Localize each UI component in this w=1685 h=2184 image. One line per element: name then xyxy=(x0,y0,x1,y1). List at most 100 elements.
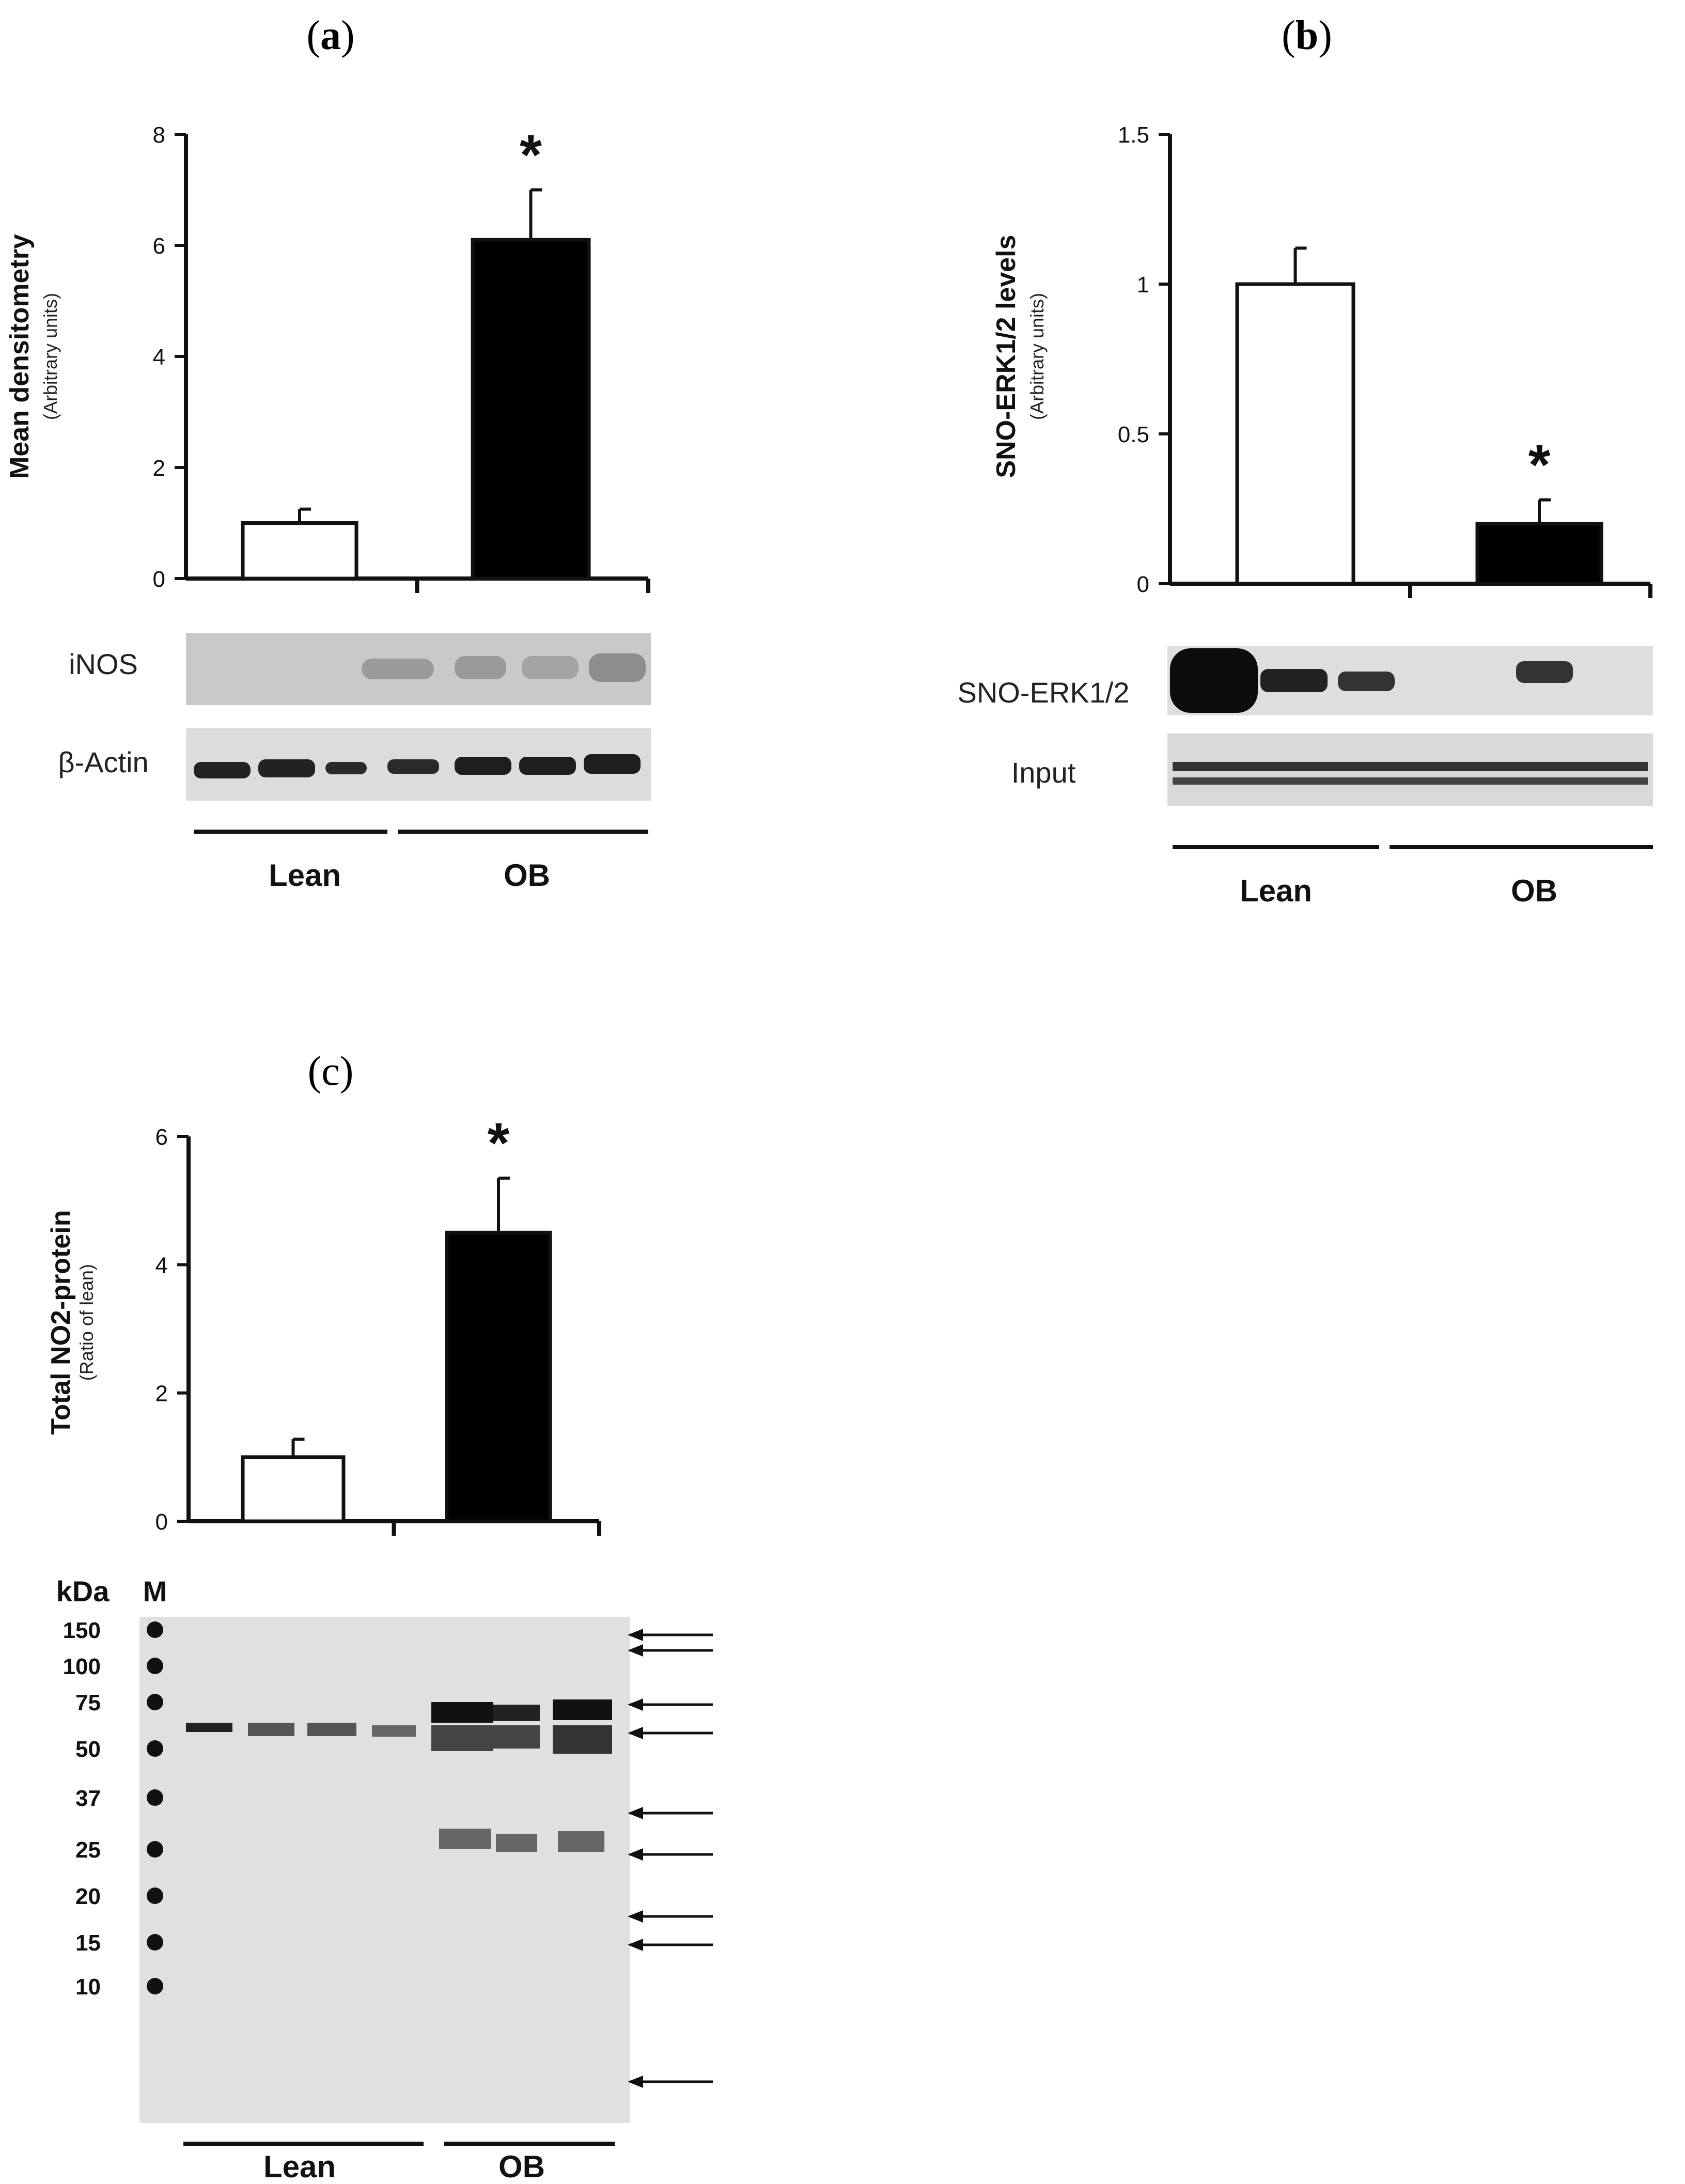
blot-band xyxy=(431,1702,493,1723)
bar-lean xyxy=(241,521,358,581)
y-tick-label: 6 xyxy=(155,1125,168,1150)
blots-b: SNO-ERK1/2 Input Lean OB xyxy=(958,646,1653,908)
blot-band xyxy=(439,1829,491,1849)
y-tick-label: 2 xyxy=(155,1381,168,1407)
blots-a: iNOS β-Actin Lean OB xyxy=(58,633,651,893)
y-tick-label: 0 xyxy=(153,567,165,592)
blot-band xyxy=(553,1725,612,1754)
y-tick-label: 0.5 xyxy=(1118,422,1149,447)
group-label-ob: OB xyxy=(504,858,550,893)
mw-label: 20 xyxy=(75,1884,101,1909)
blot-band xyxy=(589,653,646,682)
blot-band xyxy=(496,1834,537,1852)
y-tick-label: 0 xyxy=(1137,572,1149,597)
mw-label: 15 xyxy=(75,1930,101,1956)
y-tick-label: 6 xyxy=(153,233,165,259)
bar-lean xyxy=(1235,282,1355,586)
significance-star: * xyxy=(1528,433,1551,497)
significance-star: * xyxy=(488,1112,510,1175)
ladder-band xyxy=(147,1789,163,1806)
chart-a: 0 2 4 6 8 Mean densitometry (Arbitrary units) * xyxy=(5,122,650,593)
y-tick-label: 4 xyxy=(153,345,165,370)
ladder-band xyxy=(147,1621,163,1638)
blot-band xyxy=(387,759,439,774)
mw-label: 100 xyxy=(63,1654,101,1679)
marker-header: M xyxy=(143,1575,167,1608)
y-axis-sublabel: (Ratio of lean) xyxy=(76,1264,97,1381)
blot-band xyxy=(1173,762,1648,771)
mw-label: 10 xyxy=(75,1974,101,2000)
bar-lean xyxy=(241,1455,346,1523)
blot-band xyxy=(455,757,511,775)
bar-ob xyxy=(1475,522,1603,586)
blots-c: kDa M 150 100 75 50 37 25 20 15 10 Lean OB xyxy=(56,1575,713,2184)
band-arrowhead xyxy=(628,1910,643,1923)
mw-label: 150 xyxy=(63,1618,101,1643)
kda-header: kDa xyxy=(56,1575,110,1608)
blot-band xyxy=(1338,672,1395,691)
blot-band xyxy=(248,1723,294,1736)
y-axis-sublabel: (Arbitrary units) xyxy=(40,293,61,420)
blot-band xyxy=(186,1723,232,1732)
band-arrowhead xyxy=(628,1698,643,1711)
ladder-band xyxy=(147,1934,163,1951)
band-arrowhead xyxy=(628,1807,643,1819)
chart-b: 0 0.5 1 1.5 SNO-ERK1/2 levels (Arbitrary unit… xyxy=(991,122,1652,598)
y-axis-label: Total NO2-protein xyxy=(46,1210,76,1434)
group-label-ob: OB xyxy=(1511,873,1557,908)
blot-nitrotyrosine xyxy=(139,1617,630,2123)
blot-band xyxy=(1173,777,1648,785)
blot-band xyxy=(362,659,434,679)
mw-label: 25 xyxy=(75,1837,101,1863)
band-arrowhead xyxy=(628,1727,643,1739)
mw-labels: 150 100 75 50 37 25 20 15 10 xyxy=(63,1618,163,2000)
band-arrowhead xyxy=(628,1629,643,1641)
mw-label: 50 xyxy=(75,1737,101,1762)
blot-band xyxy=(558,1831,604,1852)
blot-label-input: Input xyxy=(1011,756,1076,789)
blot-band xyxy=(553,1699,612,1720)
y-tick-label: 4 xyxy=(155,1253,168,1278)
blot-band xyxy=(372,1725,416,1737)
blot-band xyxy=(194,762,251,778)
y-tick-label: 1 xyxy=(1137,272,1149,298)
blot-label-inos: iNOS xyxy=(69,648,138,680)
blot-band xyxy=(431,1725,493,1751)
ladder-band xyxy=(147,1658,163,1674)
mw-label: 75 xyxy=(75,1690,101,1715)
blot-band xyxy=(1170,648,1258,713)
panel-label-c: (c) xyxy=(308,1049,354,1094)
y-tick-label: 8 xyxy=(153,122,165,148)
group-label-lean: Lean xyxy=(269,858,341,893)
blot-label-actin: β-Actin xyxy=(58,746,148,778)
ladder-band xyxy=(147,1694,163,1710)
bar-ob xyxy=(471,238,591,581)
chart-c: 0 2 4 6 Total NO2-protein (Ratio of lean) * xyxy=(46,1112,601,1536)
band-arrowhead xyxy=(628,2076,643,2088)
ladder-band xyxy=(147,1887,163,1904)
band-arrowhead xyxy=(628,1644,643,1657)
blot-band xyxy=(307,1723,356,1736)
blot-band xyxy=(325,762,367,774)
blot-band xyxy=(493,1705,540,1721)
ladder-band xyxy=(147,1740,163,1757)
blot-band xyxy=(455,656,506,679)
significance-star: * xyxy=(520,123,542,187)
band-arrowhead xyxy=(628,1939,643,1951)
blot-band xyxy=(493,1725,540,1749)
blot-band xyxy=(1260,669,1328,692)
band-arrowhead xyxy=(628,1848,643,1861)
blot-label-sno-erk: SNO-ERK1/2 xyxy=(958,676,1130,709)
blot-band xyxy=(258,759,315,777)
blot-band xyxy=(1516,661,1573,683)
blot-band xyxy=(522,656,579,679)
group-label-ob: OB xyxy=(498,2149,545,2184)
panel-label-a: (a) xyxy=(306,13,354,58)
mw-arrows xyxy=(628,1629,713,2088)
ladder-band xyxy=(147,1841,163,1858)
y-tick-label: 1.5 xyxy=(1118,122,1149,148)
mw-label: 37 xyxy=(75,1786,101,1811)
ladder-band xyxy=(147,1978,163,1994)
y-axis-label: Mean densitometry xyxy=(5,234,35,479)
